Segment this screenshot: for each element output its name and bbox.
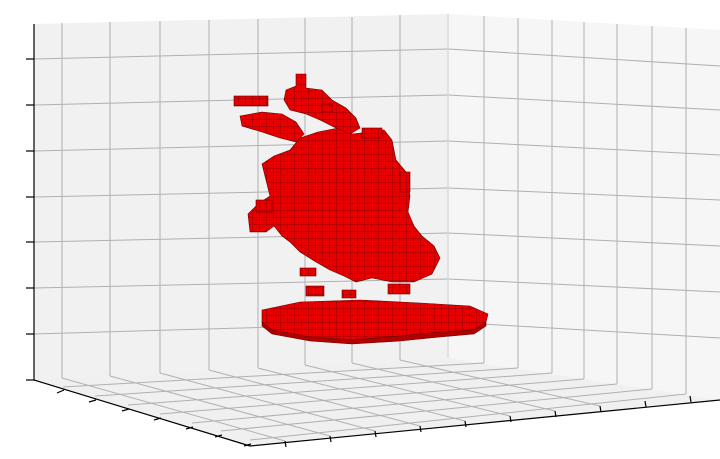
y-tick <box>689 395 692 403</box>
gridline <box>447 187 720 201</box>
gridline <box>33 48 449 60</box>
y-tick <box>554 410 557 418</box>
y-tick <box>374 430 377 438</box>
voxel-floating-block <box>233 95 269 107</box>
gridline <box>351 362 556 412</box>
gridline <box>304 364 511 417</box>
gridline <box>447 278 720 293</box>
y-tick <box>599 405 602 413</box>
voxel-block <box>255 199 273 213</box>
gridline <box>127 372 553 406</box>
gridline <box>109 375 331 437</box>
axes <box>33 14 720 447</box>
gridline <box>208 369 421 427</box>
gridline <box>159 372 376 432</box>
voxel-floating-block <box>321 103 333 113</box>
voxel-shape <box>233 73 489 345</box>
x-tick <box>56 389 65 394</box>
gridline <box>249 393 687 441</box>
voxel-block <box>399 171 411 193</box>
gridline <box>33 278 449 289</box>
gridline <box>447 232 720 247</box>
gridline <box>191 383 618 424</box>
voxel-block <box>299 267 317 277</box>
y-tick <box>509 415 512 423</box>
voxel-block <box>341 289 357 299</box>
x-tick <box>214 434 223 438</box>
gridline <box>62 362 485 388</box>
y-tick <box>419 425 422 433</box>
gridline <box>399 359 601 407</box>
x-tick <box>243 443 252 447</box>
back-left-pane <box>34 14 448 380</box>
gridline <box>257 367 466 422</box>
gridline <box>447 321 720 339</box>
voxel-block <box>361 127 383 139</box>
voxel-main-body <box>247 127 441 283</box>
voxel-base-side <box>261 321 487 345</box>
voxel-block <box>305 285 325 297</box>
gridline <box>61 377 286 442</box>
voxel-left-branch <box>239 111 305 143</box>
ticks <box>26 58 692 448</box>
grid-floor <box>61 359 687 442</box>
x-tick <box>185 426 194 430</box>
voxel-block <box>387 283 411 295</box>
gridline <box>220 388 653 432</box>
gridline <box>447 94 720 111</box>
x-tick <box>153 417 162 421</box>
y-tick <box>644 400 647 408</box>
floor-pane <box>34 358 720 446</box>
gridline <box>447 48 720 67</box>
x-axis-line <box>33 379 251 447</box>
y-axis-line <box>249 399 720 447</box>
gridline <box>94 367 519 397</box>
x-tick <box>121 408 130 412</box>
y-tick <box>329 435 332 443</box>
x-tick <box>88 399 97 403</box>
y-tick <box>464 420 467 428</box>
gridline <box>447 140 720 156</box>
y-tick <box>284 440 287 448</box>
grid-back-right <box>447 16 720 394</box>
gridline <box>159 378 585 415</box>
